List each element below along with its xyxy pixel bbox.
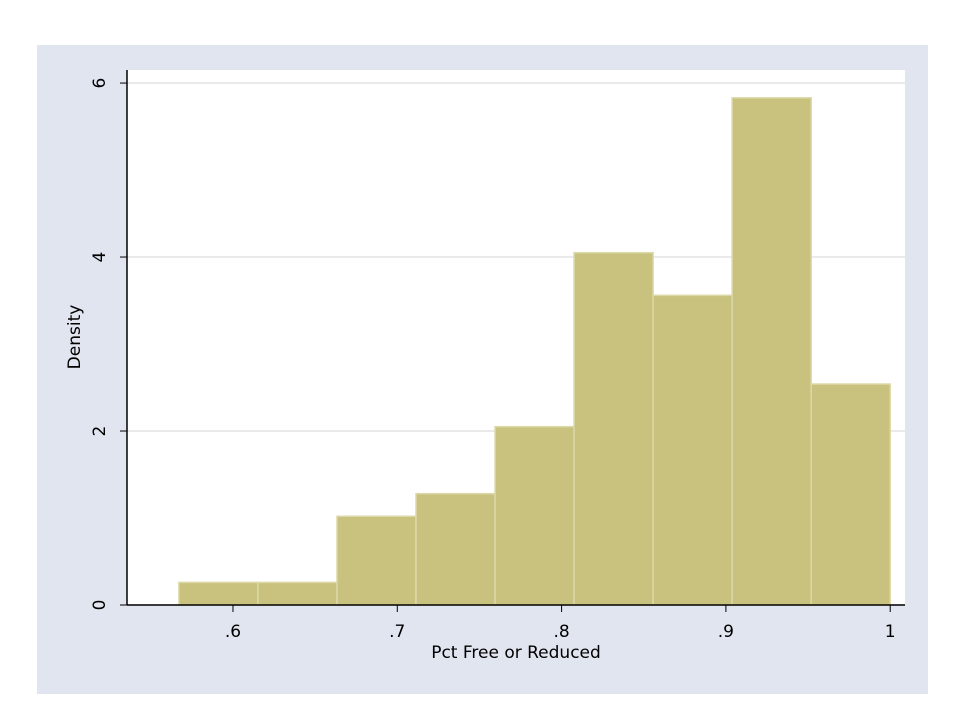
bar bbox=[415, 492, 496, 606]
x-tick-label: 1 bbox=[885, 622, 896, 642]
bar bbox=[810, 383, 891, 606]
bar bbox=[652, 294, 733, 606]
y-tick-label: 0 bbox=[90, 600, 110, 611]
bar bbox=[731, 97, 812, 606]
y-tick-label: 6 bbox=[90, 78, 110, 89]
bar bbox=[494, 425, 575, 606]
x-tick-label: .7 bbox=[389, 622, 405, 642]
y-tick-label: 4 bbox=[90, 252, 110, 263]
bar bbox=[336, 515, 417, 606]
bar bbox=[573, 251, 654, 606]
x-tick-label: .6 bbox=[225, 622, 241, 642]
y-tick-label: 2 bbox=[90, 426, 110, 437]
x-tick-label: .8 bbox=[553, 622, 569, 642]
bar bbox=[178, 581, 259, 606]
x-axis-label: Pct Free or Reduced bbox=[431, 643, 601, 663]
bar bbox=[257, 581, 338, 606]
y-axis-label: Density bbox=[65, 305, 85, 370]
x-tick-label: .9 bbox=[718, 622, 734, 642]
